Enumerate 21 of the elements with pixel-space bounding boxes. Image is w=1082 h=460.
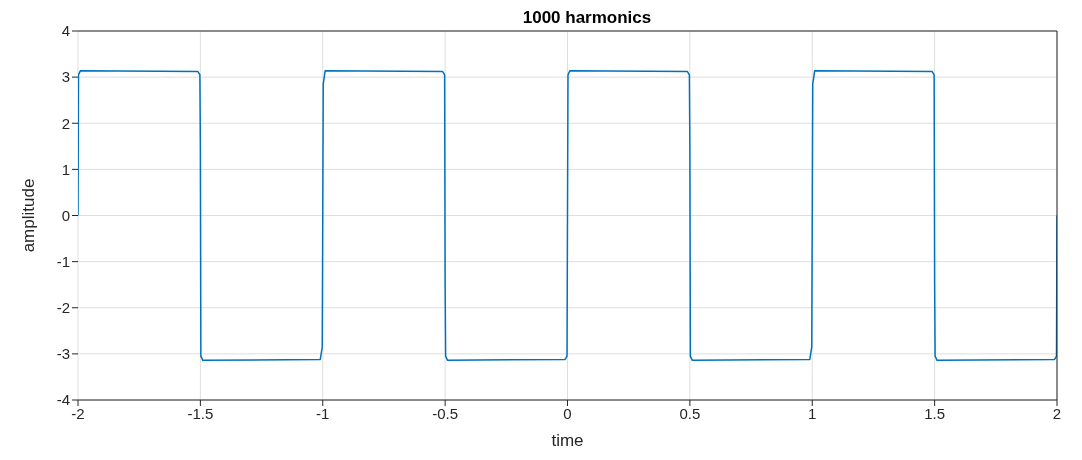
y-tick-label: 3: [61, 68, 70, 86]
y-tick-label: 2: [61, 114, 70, 132]
x-tick-label: 2: [1052, 404, 1062, 422]
x-tick-label: -1: [316, 404, 330, 422]
y-tick-label: 4: [61, 22, 70, 40]
y-axis-title: amplitude: [19, 178, 39, 253]
x-tick-label: 0.5: [679, 404, 701, 422]
x-axis-title: time: [551, 431, 584, 450]
x-tick-label: 1.5: [924, 404, 946, 422]
x-tick-label: -1.5: [187, 404, 214, 422]
chart-title: 1000 harmonics: [521, 8, 653, 28]
y-tick-label: -1: [56, 252, 70, 270]
x-tick-label: -0.5: [432, 404, 459, 422]
line-series: [78, 69, 1057, 362]
y-tick-label: -2: [56, 299, 70, 317]
y-tick-label: -4: [56, 391, 70, 409]
y-tick-label: 1: [61, 160, 70, 178]
x-tick-label: 0: [563, 404, 572, 422]
x-tick-label: 1: [808, 404, 817, 422]
y-tick-label: 0: [61, 206, 70, 224]
y-tick-label: -3: [56, 345, 70, 363]
